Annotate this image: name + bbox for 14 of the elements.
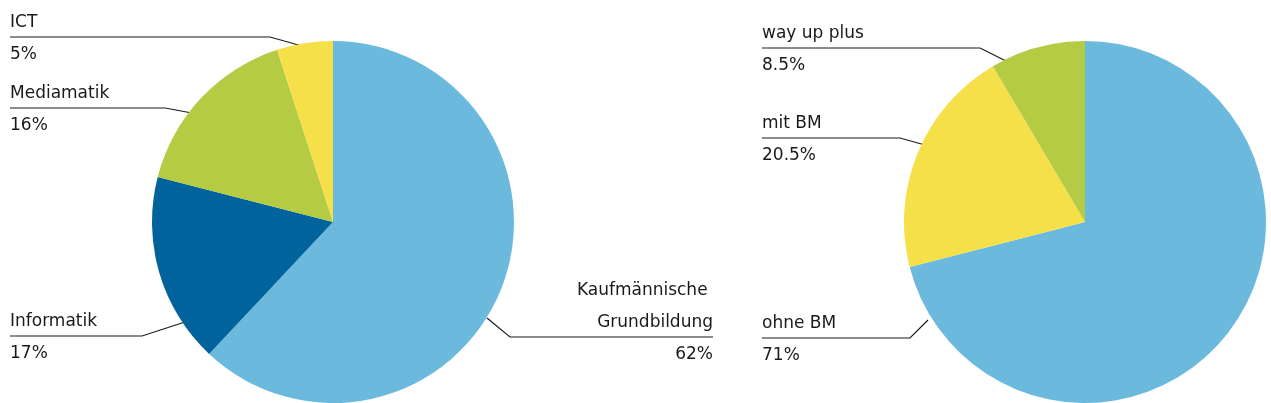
data-label: 62% xyxy=(675,343,713,363)
data-label: 71% xyxy=(762,344,800,364)
slice-label: Mediamatik xyxy=(10,82,110,102)
slice-label: ohne BM xyxy=(762,312,837,332)
data-label: 5% xyxy=(10,43,37,63)
slice-label: Kaufmännische Grundbildung xyxy=(576,279,713,331)
data-label: 16% xyxy=(10,114,48,134)
slice-label: Informatik xyxy=(10,310,98,330)
data-label: 17% xyxy=(10,342,48,362)
slice-label: way up plus xyxy=(762,22,865,42)
slice-label: mit BM xyxy=(762,112,822,132)
data-label: 8.5% xyxy=(762,54,806,74)
data-label: 20.5% xyxy=(762,144,817,164)
slice-label: ICT xyxy=(10,11,38,31)
